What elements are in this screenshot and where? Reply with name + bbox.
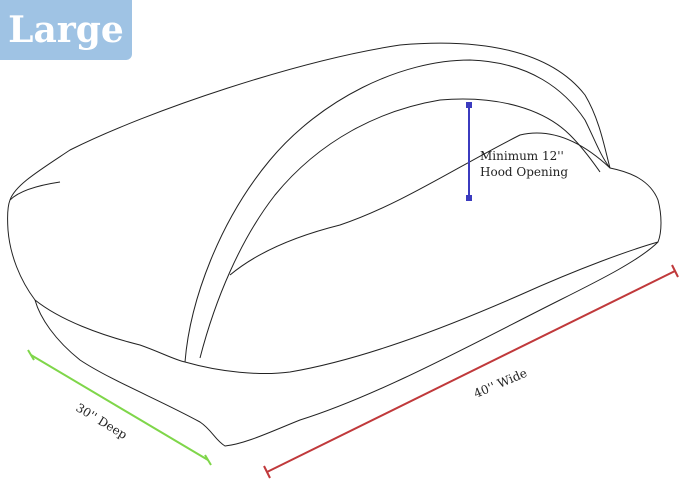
height-label-line1: Minimum 12'' [480, 149, 564, 163]
height-label-line2: Hood Opening [480, 165, 568, 179]
height-dimension-marker [466, 102, 472, 201]
width-dimension-marker [263, 264, 679, 479]
bed-outline [7, 42, 662, 447]
depth-label: 30'' Deep [73, 401, 130, 443]
depth-dimension-marker [27, 349, 212, 466]
width-label: 40'' Wide [472, 366, 529, 401]
size-badge: Large [0, 0, 132, 60]
